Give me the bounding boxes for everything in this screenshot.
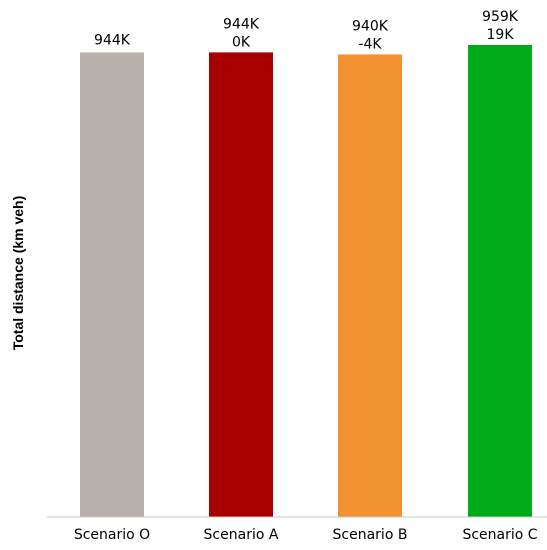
bar-scenario-b xyxy=(338,54,402,518)
x-tick-label: Scenario A xyxy=(204,527,279,543)
difference-label: 19K xyxy=(487,27,515,43)
x-tick-label: Scenario B xyxy=(333,527,408,543)
bar-scenario-o xyxy=(80,52,144,518)
y-axis-label: Total distance (km veh) xyxy=(10,196,26,351)
value-label: 959K xyxy=(482,9,519,25)
difference-label: -4K xyxy=(358,36,382,52)
x-tick-label: Scenario C xyxy=(462,527,537,543)
x-tick-labels: Scenario O Scenario A Scenario B Scenario C xyxy=(74,527,538,543)
bar-scenario-c xyxy=(468,45,532,517)
bar-scenario-a xyxy=(209,52,273,518)
value-label: 940K xyxy=(352,18,389,34)
x-tick-label: Scenario O xyxy=(74,527,150,543)
difference-label: 0K xyxy=(232,34,251,50)
data-labels: 944K 944K 0K 940K -4K 959K 19K xyxy=(94,9,519,52)
value-label: 944K xyxy=(94,32,131,48)
bars-group xyxy=(80,45,532,518)
value-label: 944K xyxy=(223,16,260,32)
